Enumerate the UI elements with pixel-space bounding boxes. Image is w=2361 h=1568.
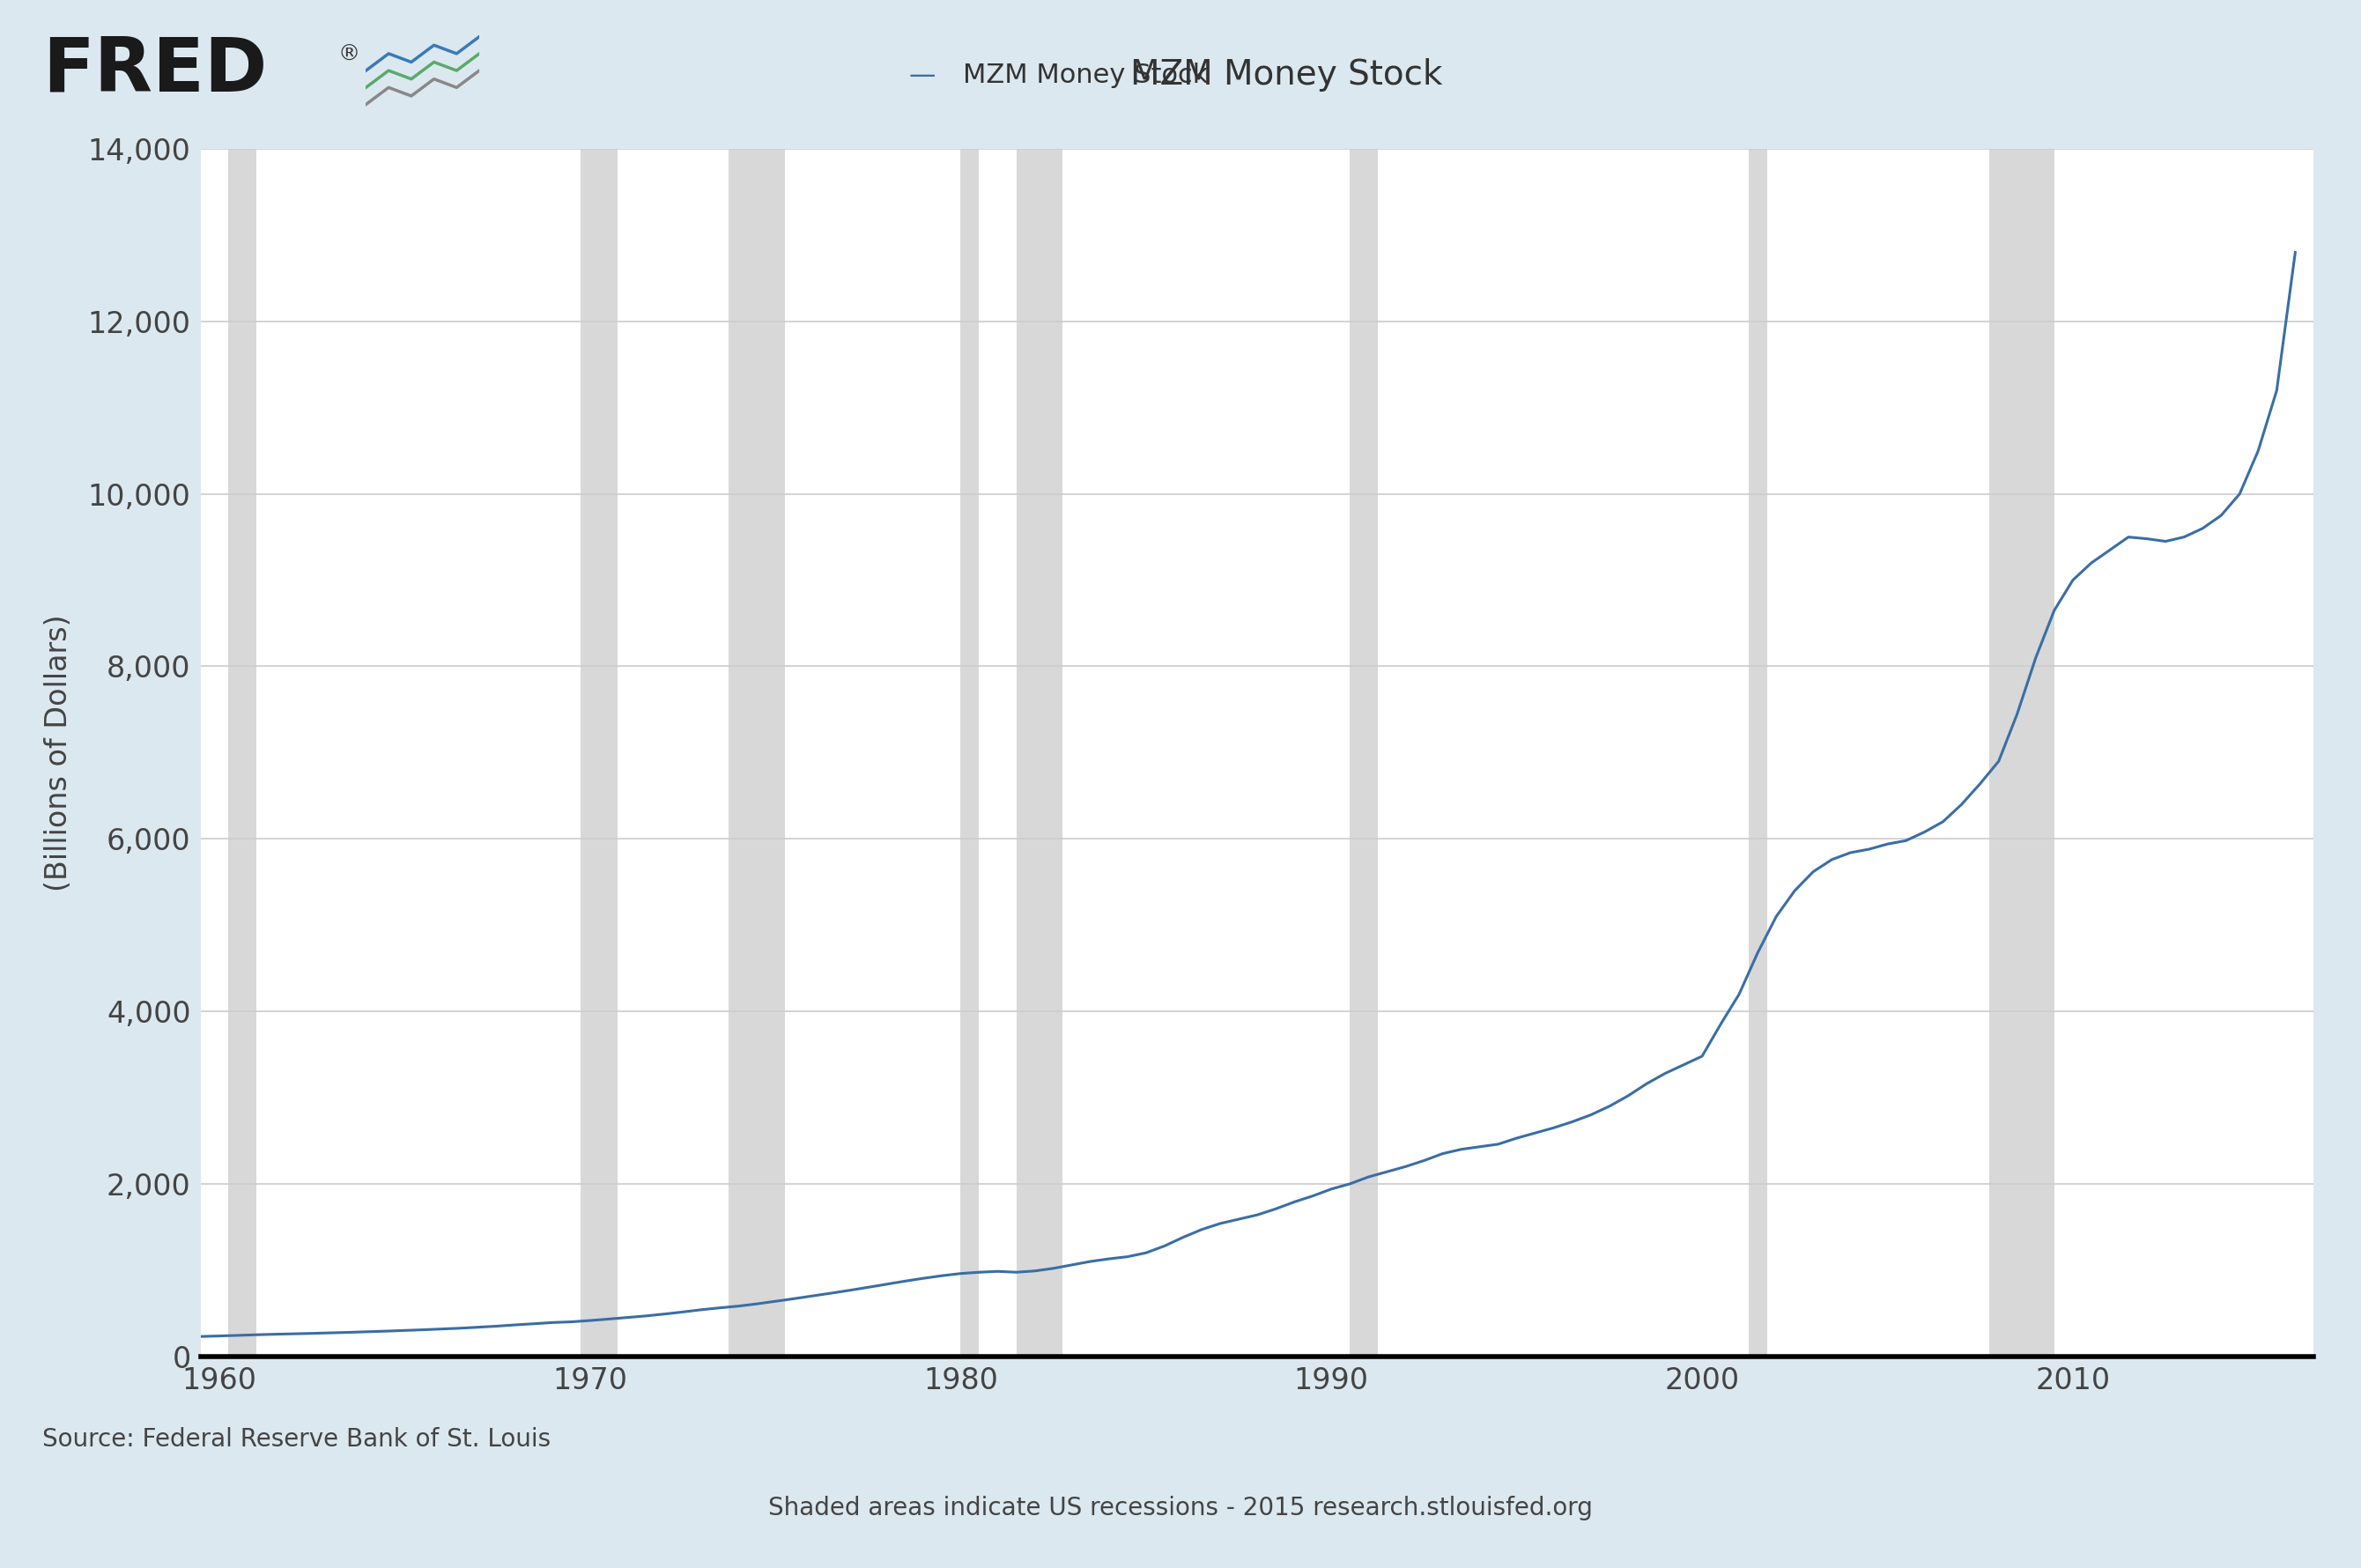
Bar [1015, 149, 1062, 1356]
Text: Source: Federal Reserve Bank of St. Louis: Source: Federal Reserve Bank of St. Loui… [42, 1427, 550, 1452]
Text: ®: ® [338, 44, 359, 66]
Bar [1990, 149, 2054, 1356]
Bar [961, 149, 980, 1356]
Text: FRED: FRED [42, 34, 267, 107]
Bar [1750, 149, 1766, 1356]
Text: MZM Money Stock: MZM Money Stock [963, 63, 1209, 88]
Text: Shaded areas indicate US recessions - 2015 research.stlouisfed.org: Shaded areas indicate US recessions - 20… [767, 1496, 1594, 1521]
Bar [581, 149, 619, 1356]
Bar [229, 149, 257, 1356]
Text: MZM Money Stock: MZM Money Stock [1131, 58, 1443, 93]
Bar [730, 149, 784, 1356]
Text: —: — [909, 63, 944, 88]
Y-axis label: (Billions of Dollars): (Billions of Dollars) [45, 615, 73, 891]
Bar [1350, 149, 1379, 1356]
